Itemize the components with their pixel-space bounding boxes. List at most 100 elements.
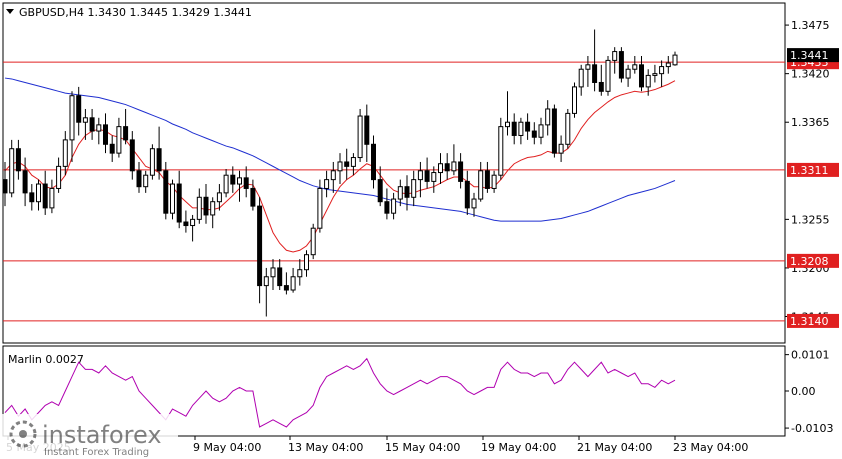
candle-31 (210, 197, 216, 229)
level-tag-1 (787, 162, 839, 177)
watermark-backdrop (0, 414, 178, 459)
candle-8 (56, 157, 62, 193)
candle-21 (143, 170, 149, 193)
candle-body-15 (103, 124, 108, 145)
menu-triangle-icon[interactable] (6, 9, 14, 14)
candle-body-98 (659, 66, 665, 75)
candle-body-53 (357, 115, 363, 159)
candle-body-50 (337, 161, 343, 172)
candle-51 (344, 148, 350, 180)
candle-25 (170, 179, 175, 220)
candle-68 (458, 153, 464, 189)
candle-body-26 (176, 183, 182, 223)
candle-17 (116, 117, 122, 158)
candle-body-100 (672, 54, 678, 66)
candle-body-43 (290, 276, 296, 291)
level-tag-label-1: 1.3311 (790, 164, 829, 177)
candle-body-87 (585, 64, 591, 70)
candle-52 (350, 153, 356, 176)
price-tick-label-1: 1.3420 (791, 68, 830, 81)
candle-body-49 (330, 170, 336, 181)
candle-body-20 (136, 170, 142, 188)
candle-64 (431, 166, 437, 193)
oscillator-label: Marlin 0.0027 (8, 353, 84, 366)
candle-87 (585, 55, 591, 87)
candle-body-47 (317, 187, 323, 229)
candle-body-22 (149, 148, 155, 176)
candle-4 (29, 184, 35, 211)
candle-81 (545, 100, 551, 136)
candle-body-67 (451, 161, 457, 172)
candle-body-62 (417, 170, 423, 181)
candle-body-66 (444, 163, 450, 172)
level-tag-label-2: 1.3208 (790, 255, 829, 268)
candle-body-36 (243, 177, 249, 189)
candle-body-21 (143, 174, 149, 188)
candle-body-94 (632, 64, 638, 70)
candle-body-55 (371, 143, 376, 181)
candle-body-70 (471, 198, 477, 209)
candle-body-81 (545, 108, 551, 126)
candle-32 (216, 184, 222, 211)
candle-body-6 (42, 183, 48, 209)
oscillator-axis: 0.0101 0.00 -0.0103 (785, 349, 833, 435)
candle-14 (96, 117, 102, 145)
candle-body-93 (625, 68, 631, 79)
candle-body-31 (210, 201, 216, 216)
candle-83 (558, 135, 564, 162)
candle-38 (257, 197, 263, 304)
candle-body-18 (123, 126, 129, 141)
candle-33 (223, 169, 229, 198)
watermark-logo: instaforex Instant Forex Trading (0, 414, 178, 459)
candle-89 (598, 64, 604, 96)
candle-95 (639, 55, 644, 92)
candle-98 (659, 60, 665, 87)
candle-27 (183, 210, 189, 233)
candle-body-19 (129, 139, 135, 172)
candle-72 (484, 161, 490, 193)
candle-74 (498, 117, 504, 180)
candle-5 (36, 179, 41, 211)
candle-body-92 (618, 51, 624, 79)
candle-body-41 (277, 267, 283, 287)
candle-60 (404, 175, 410, 211)
time-tick-label-5: 21 May 04:00 (577, 441, 652, 454)
candle-54 (364, 104, 370, 162)
price-tick-label-0: 1.3475 (791, 19, 830, 32)
candle-47 (317, 179, 323, 233)
candle-82 (551, 104, 557, 158)
candle-1 (9, 139, 15, 198)
time-tick-label-2: 13 May 04:00 (288, 441, 363, 454)
candle-36 (243, 166, 249, 198)
candle-100 (672, 51, 678, 66)
candle-body-61 (411, 179, 417, 198)
level-tag-3 (787, 313, 839, 328)
candle-16 (109, 135, 115, 162)
candle-99 (665, 55, 671, 74)
candle-body-7 (49, 187, 55, 209)
candle-56 (377, 166, 383, 207)
candle-body-79 (531, 130, 537, 138)
candle-body-97 (652, 73, 658, 76)
candle-body-52 (350, 157, 356, 167)
candle-71 (478, 161, 484, 202)
candle-body-75 (505, 121, 510, 128)
candle-22 (149, 144, 155, 180)
candle-body-83 (558, 143, 564, 154)
candle-58 (391, 192, 397, 220)
candle-body-39 (263, 276, 269, 287)
candle-body-27 (183, 221, 189, 227)
candle-body-17 (116, 126, 122, 154)
candle-20 (136, 161, 142, 193)
candle-18 (123, 108, 129, 145)
candle-10 (69, 91, 75, 162)
candle-23 (156, 126, 162, 180)
current-price-tag (787, 48, 839, 63)
candle-body-23 (156, 148, 162, 172)
candle-body-90 (605, 59, 611, 92)
candle-11 (76, 86, 82, 136)
main-panel (2, 2, 786, 344)
candle-70 (471, 192, 477, 217)
candle-body-1 (9, 148, 15, 194)
